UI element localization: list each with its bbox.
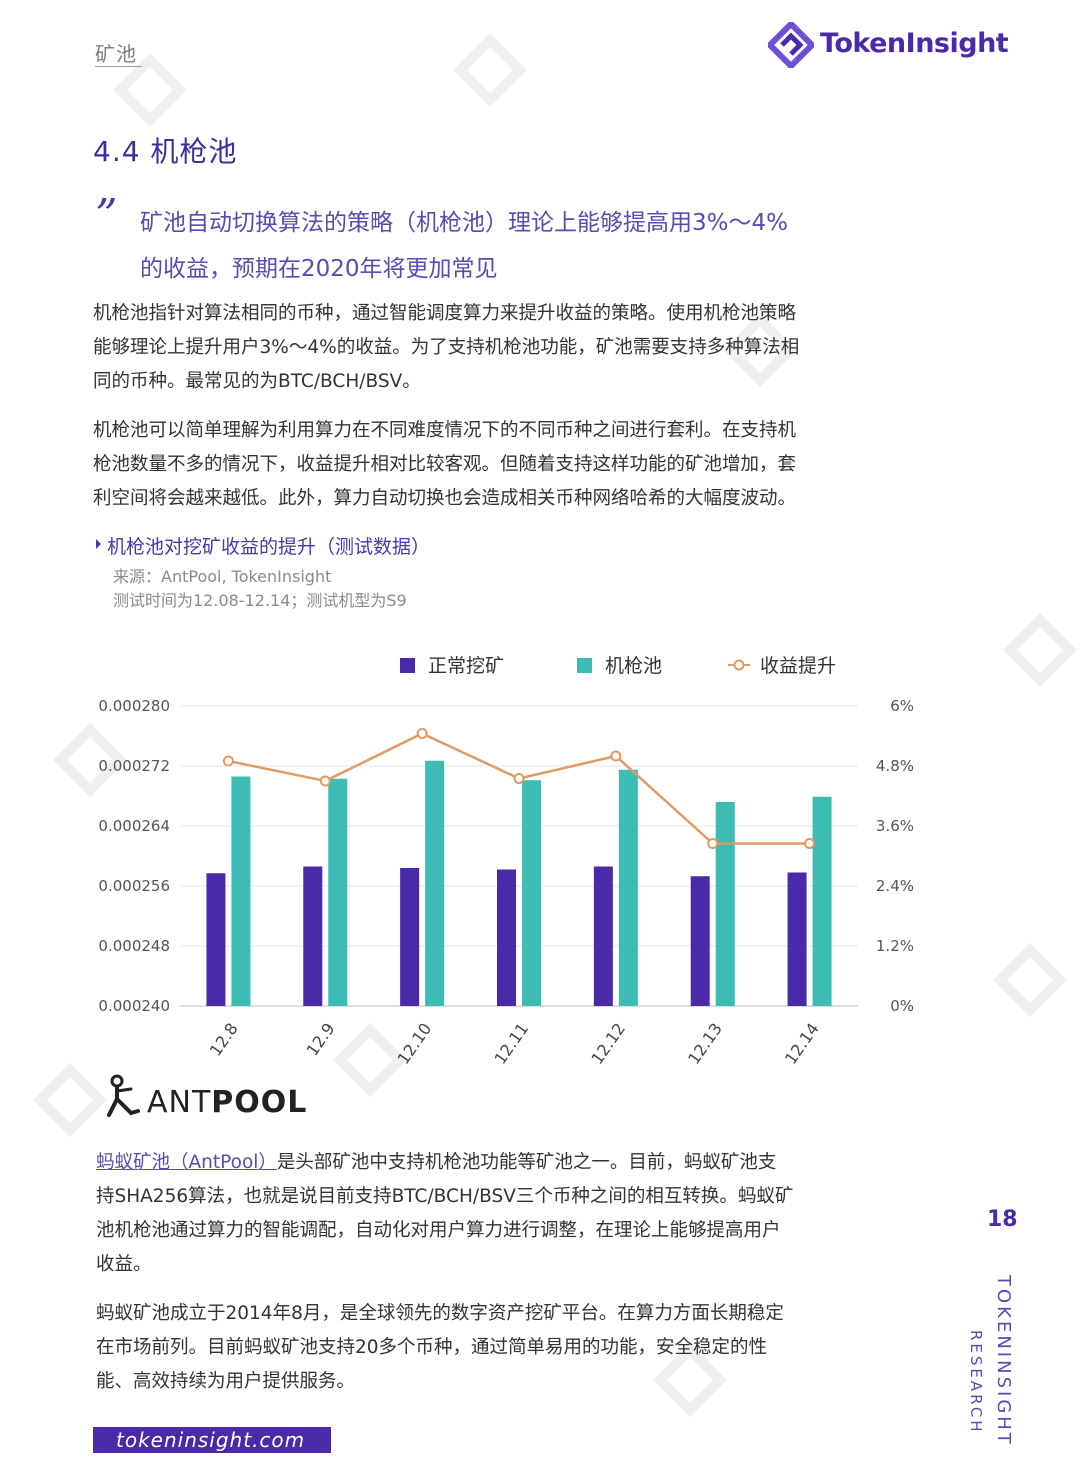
bar-gun-pool <box>522 780 541 1006</box>
footer-bar <box>93 1427 331 1453</box>
antpool-ant-icon <box>107 1074 140 1117</box>
paragraph-2: 机枪池可以简单理解为利用算力在不同难度情况下的不同币种之间进行套利。在支持机 枪… <box>93 414 923 516</box>
y-left-tick-label: 0.000280 <box>98 697 170 715</box>
paragraph-line: 收益。 <box>96 1254 152 1275</box>
y-right-tick-label: 2.4% <box>876 877 914 895</box>
paragraph-line: 持SHA256算法，也就是说目前支持BTC/BCH/BSV三个币种之间的相互转换… <box>96 1186 794 1207</box>
bar-normal <box>303 866 323 1006</box>
chart-title-marker-icon <box>96 539 101 549</box>
brand-name: TokenInsight <box>820 28 1009 59</box>
antpool-link[interactable]: 蚂蚁矿池（AntPool） <box>96 1152 277 1173</box>
legend-label: 收益提升 <box>760 655 836 677</box>
y-left-tick-label: 0.000256 <box>98 877 170 895</box>
pull-quote-line: 矿池自动切换算法的策略（机枪池）理论上能够提高用3%～4% <box>140 210 788 236</box>
bar-gun-pool <box>328 778 348 1006</box>
x-tick-label: 12.14 <box>781 1019 823 1067</box>
vertical-brand-line1: TOKENINSIGHT <box>993 1275 1014 1447</box>
x-tick-label: 12.10 <box>394 1019 436 1067</box>
chart-source: 来源：AntPool, TokenInsight <box>113 567 332 586</box>
legend-label: 正常挖矿 <box>428 655 504 677</box>
header-section-label: 矿池 <box>95 42 137 66</box>
page-number: 18 <box>987 1207 1018 1232</box>
y-right-tick-label: 3.6% <box>876 817 914 835</box>
paragraph-line: 蚂蚁矿池（AntPool）是头部矿池中支持机枪池功能等矿池之一。目前，蚂蚁矿池支 <box>96 1146 926 1180</box>
line-point <box>416 728 428 739</box>
bar-gun-pool <box>618 769 638 1006</box>
paragraph-line: 能、高效持续为用户提供服务。 <box>96 1371 356 1392</box>
paragraph-line: 能够理论上提升用户3%～4%的收益。为了支持机枪池功能，矿池需要支持多种算法相 <box>93 337 800 358</box>
vertical-brand-line2: RESEARCH <box>967 1330 985 1435</box>
paragraph-1: 机枪池指针对算法相同的币种，通过智能调度算力来提升收益的策略。使用机枪池策略 能… <box>93 297 923 399</box>
paragraph-line: 枪池数量不多的情况下，收益提升相对比较客观。但随着支持这样功能的矿池增加，套 <box>93 454 797 475</box>
y-left-tick-label: 0.000264 <box>98 817 170 835</box>
paragraph-4: 蚂蚁矿池成立于2014年8月，是全球领先的数字资产挖矿平台。在算力方面长期稳定 … <box>96 1297 926 1399</box>
bar-gun-pool <box>715 802 735 1006</box>
bar-normal <box>206 873 226 1006</box>
brand-logo: TokenInsight <box>768 22 1028 68</box>
paragraph-line: 同的币种。最常见的为BTC/BCH/BSV。 <box>93 371 421 392</box>
bar-normal <box>400 868 420 1006</box>
y-right-tick-label: 1.2% <box>876 937 914 955</box>
y-right-tick-label: 4.8% <box>876 757 914 775</box>
pull-quote: 矿池自动切换算法的策略（机枪池）理论上能够提高用3%～4% 的收益，预期在202… <box>140 200 940 292</box>
paragraph-line: 利空间将会越来越低。此外，算力自动切换也会造成相关币种网络哈希的大幅度波动。 <box>93 488 797 509</box>
line-point <box>610 750 622 762</box>
bar-normal <box>497 869 516 1006</box>
line-point <box>222 755 234 767</box>
x-tick-label: 12.12 <box>587 1019 629 1067</box>
line-point <box>319 775 331 787</box>
bar-normal <box>690 876 710 1006</box>
x-tick-label: 12.9 <box>303 1019 339 1059</box>
y-left-tick-label: 0.000248 <box>98 937 170 955</box>
legend-swatch-point <box>733 659 745 671</box>
bar-gun-pool <box>231 776 251 1006</box>
antpool-logo: ANTPOOL <box>105 1073 308 1123</box>
antpool-wordmark: ANTPOOL <box>147 1085 308 1120</box>
x-tick-label: 12.11 <box>490 1019 532 1067</box>
paragraph-line: 蚂蚁矿池成立于2014年8月，是全球领先的数字资产挖矿平台。在算力方面长期稳定 <box>96 1303 784 1324</box>
line-point <box>707 838 719 849</box>
legend-swatch <box>400 658 415 673</box>
line-point <box>513 773 525 784</box>
legend-label: 机枪池 <box>605 655 662 677</box>
chart-title: 机枪池对挖矿收益的提升（测试数据） <box>107 536 431 558</box>
header-underline <box>95 66 142 67</box>
pull-quote-line: 的收益，预期在2020年将更加常见 <box>140 256 498 282</box>
mining-revenue-chart: 0.000240 0% 0.000248 1.2% 0.000256 2.4% 0.0002… <box>98 655 914 1068</box>
vertical-brand: TOKENINSIGHT RESEARCH <box>965 1275 1025 1455</box>
y-right-tick-label: 0% <box>890 997 914 1015</box>
paragraph-line: 在市场前列。目前蚂蚁矿池支持20多个币种，通过简单易用的功能，安全稳定的性 <box>96 1337 768 1358</box>
quote-mark-icon: ” <box>95 190 118 241</box>
y-left-tick-label: 0.000272 <box>98 757 170 775</box>
bar-normal <box>787 872 807 1006</box>
x-tick-label: 12.13 <box>684 1019 726 1067</box>
x-tick-label: 12.8 <box>206 1019 242 1059</box>
section-title: 4.4 机枪池 <box>93 135 238 168</box>
paragraph-3: 蚂蚁矿池（AntPool）是头部矿池中支持机枪池功能等矿池之一。目前，蚂蚁矿池支… <box>96 1146 926 1282</box>
legend-swatch <box>577 658 592 673</box>
y-right-tick-label: 6% <box>890 697 914 715</box>
tokeninsight-logo-icon <box>768 22 814 68</box>
bar-gun-pool <box>812 796 832 1006</box>
footer-url-link[interactable]: tokeninsight.com <box>116 1428 306 1452</box>
bar-normal <box>593 866 613 1006</box>
paragraph-line: 机枪池指针对算法相同的币种，通过智能调度算力来提升收益的策略。使用机枪池策略 <box>93 303 797 324</box>
bar-gun-pool <box>425 760 445 1006</box>
y-left-tick-label: 0.000240 <box>98 997 170 1015</box>
paragraph-line: 机枪池可以简单理解为利用算力在不同难度情况下的不同币种之间进行套利。在支持机 <box>93 420 797 441</box>
chart-note: 测试时间为12.08-12.14；测试机型为S9 <box>113 591 407 610</box>
paragraph-line: 池机枪池通过算力的智能调配，自动化对用户算力进行调整，在理论上能够提高用户 <box>96 1220 781 1241</box>
paragraph-line-text: 是头部矿池中支持机枪池功能等矿池之一。目前，蚂蚁矿池支 <box>276 1152 777 1173</box>
line-point <box>804 838 816 849</box>
